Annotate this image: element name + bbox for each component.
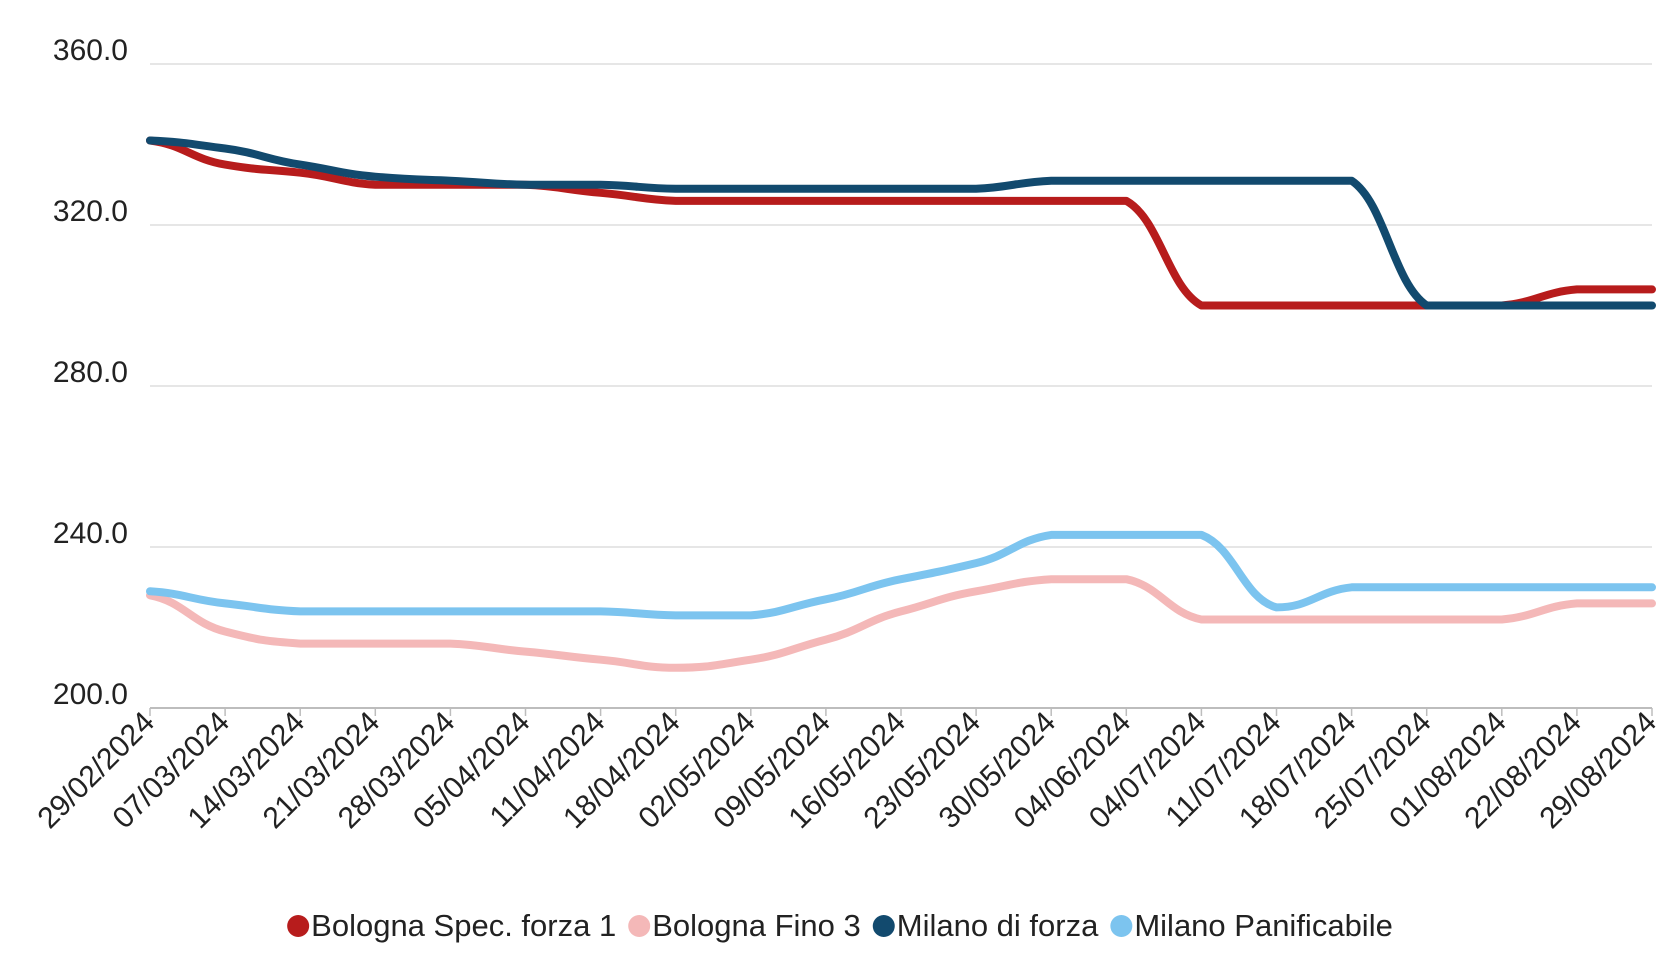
series-line-bologna-spec-forza-1 [146,136,1656,310]
legend-label: Milano di forza [897,908,1099,943]
legend-marker [628,915,651,937]
y-tick-label: 240.0 [53,517,128,550]
y-tick-label: 320.0 [53,195,128,228]
y-tick-label: 280.0 [53,356,128,389]
y-tick-label: 200.0 [53,678,128,711]
legend-marker [1110,915,1133,937]
legend-label: Bologna Fino 3 [652,908,861,943]
y-tick-label: 360.0 [53,34,128,67]
series-line-bologna-fino-3 [146,575,1656,672]
series-line-milano-panificabile [146,530,1656,620]
series-lines [146,136,1656,672]
legend: Bologna Spec. forza 1 Bologna Fino 3 Milan… [287,908,1393,943]
legend-marker [872,915,895,937]
y-axis: 200.0 240.0 280.0 320.0 360.0 [53,34,128,711]
x-axis: 29/02/202407/03/202414/03/202421/03/2024… [31,706,1663,836]
legend-label: Bologna Spec. forza 1 [311,908,616,943]
legend-marker [287,915,310,937]
series-line-milano-di-forza [146,136,1656,310]
legend-label: Milano Panificabile [1134,908,1392,943]
